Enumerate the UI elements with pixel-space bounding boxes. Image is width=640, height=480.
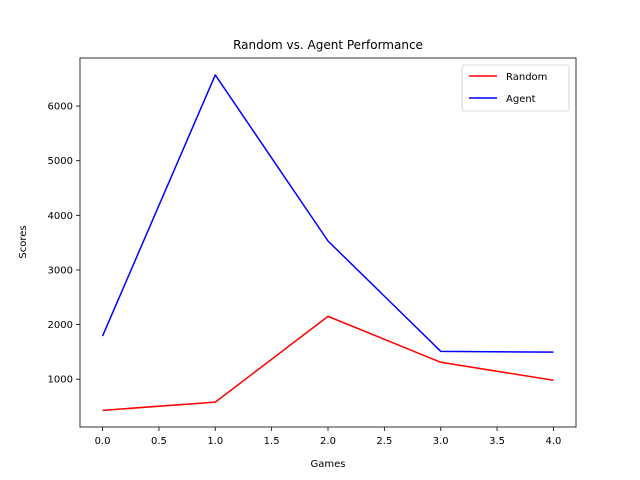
x-tick-label: 0.5: [151, 436, 167, 447]
y-tick-label: 6000: [48, 102, 73, 113]
x-tick-label: 2.0: [320, 436, 336, 447]
x-tick-label: 1.5: [264, 436, 280, 447]
y-axis-label: Scores: [18, 225, 29, 258]
x-tick-label: 2.5: [376, 436, 392, 447]
y-tick-label: 4000: [48, 211, 73, 222]
axes-frame: [79, 57, 577, 428]
x-axis-label: Games: [311, 459, 346, 470]
y-tick-label: 3000: [48, 265, 73, 276]
series-line-random: [102, 315, 554, 412]
x-tick-label: 3.0: [433, 436, 449, 447]
x-tick-label: 1.0: [207, 436, 223, 447]
x-tick-label: 0.0: [95, 436, 111, 447]
x-tick-label: 4.0: [546, 436, 562, 447]
chart-title: Random vs. Agent Performance: [233, 38, 423, 52]
legend: Random Agent: [461, 64, 570, 112]
y-tick-label: 1000: [48, 375, 73, 386]
legend-label-random: Random: [506, 72, 547, 83]
y-tick-label: 5000: [48, 156, 73, 167]
legend-label-agent: Agent: [506, 94, 536, 105]
x-tick-label: 3.5: [489, 436, 505, 447]
plot-area: 0.0 0.5 1.0 1.5 2.0 2.5 3.0 3.5 4.0 1000 2000 3000 4…: [48, 57, 577, 447]
series-line-agent: [101, 74, 554, 353]
y-tick-label: 2000: [48, 320, 73, 331]
